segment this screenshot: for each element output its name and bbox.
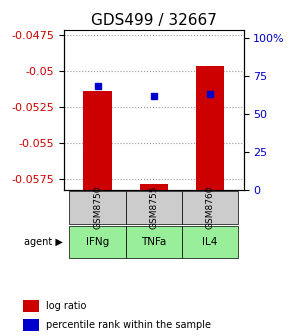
Bar bbox=[182, 226, 238, 258]
Bar bbox=[196, 67, 224, 190]
Bar bbox=[84, 91, 112, 190]
Bar bbox=[126, 192, 182, 224]
Bar bbox=[69, 226, 126, 258]
Text: IFNg: IFNg bbox=[86, 237, 109, 247]
Bar bbox=[126, 226, 182, 258]
Bar bbox=[23, 300, 39, 312]
Text: IL4: IL4 bbox=[202, 237, 218, 247]
Text: agent ▶: agent ▶ bbox=[24, 237, 63, 247]
Bar bbox=[23, 319, 39, 331]
Text: GSM8750: GSM8750 bbox=[93, 186, 102, 229]
Text: TNFa: TNFa bbox=[141, 237, 166, 247]
Bar bbox=[140, 184, 168, 190]
Bar bbox=[182, 192, 238, 224]
Text: log ratio: log ratio bbox=[46, 301, 87, 311]
Text: GSM8760: GSM8760 bbox=[205, 186, 214, 229]
Bar bbox=[69, 192, 126, 224]
Text: percentile rank within the sample: percentile rank within the sample bbox=[46, 320, 211, 330]
Text: GSM8755: GSM8755 bbox=[149, 186, 158, 229]
Text: GDS499 / 32667: GDS499 / 32667 bbox=[91, 13, 217, 29]
